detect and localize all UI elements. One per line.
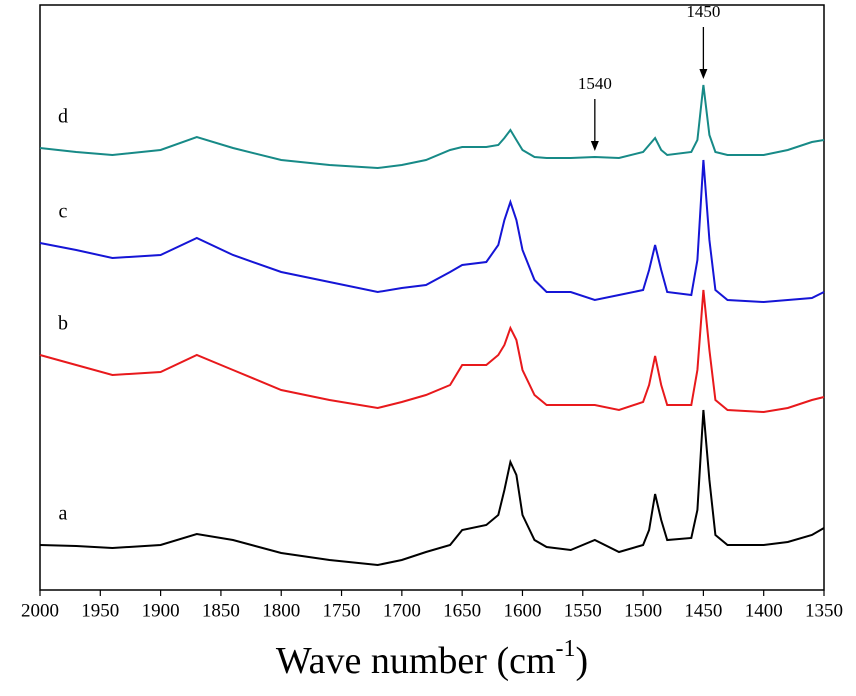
x-label-sup: -1 bbox=[556, 636, 576, 662]
annotation-arrowhead bbox=[590, 141, 599, 151]
spectrum-line bbox=[39, 84, 825, 170]
x-label-tail: ) bbox=[576, 640, 589, 682]
spectrum-line bbox=[39, 159, 825, 304]
series-label: d bbox=[58, 106, 68, 128]
spectrum-line bbox=[39, 409, 825, 567]
annotation-arrowhead bbox=[699, 69, 708, 79]
x-label-main: Wave number (cm bbox=[276, 640, 556, 682]
x-tick-label: 1750 bbox=[323, 600, 361, 621]
series-label: b bbox=[58, 313, 68, 335]
x-tick-label: 2000 bbox=[21, 600, 59, 621]
x-tick-label: 1550 bbox=[564, 600, 602, 621]
x-tick-label: 1700 bbox=[383, 600, 421, 621]
annotation-label: 1540 bbox=[578, 74, 612, 93]
x-tick-label: 1600 bbox=[503, 600, 541, 621]
series-label: a bbox=[59, 503, 68, 525]
x-tick-label: 1350 bbox=[805, 600, 843, 621]
x-tick-label: 1800 bbox=[262, 600, 300, 621]
x-tick-label: 1400 bbox=[745, 600, 783, 621]
spectrum-line bbox=[39, 289, 825, 414]
series-label: c bbox=[59, 201, 68, 223]
plot-frame bbox=[39, 4, 825, 591]
x-tick-label: 1500 bbox=[624, 600, 662, 621]
x-tick-label: 1950 bbox=[81, 600, 119, 621]
x-tick-label: 1900 bbox=[142, 600, 180, 621]
annotation-label: 1450 bbox=[686, 2, 720, 21]
x-axis-label: Wave number (cm-1) bbox=[276, 636, 588, 682]
x-tick-label: 1450 bbox=[684, 600, 722, 621]
x-tick-label: 1850 bbox=[202, 600, 240, 621]
x-tick-label: 1650 bbox=[443, 600, 481, 621]
